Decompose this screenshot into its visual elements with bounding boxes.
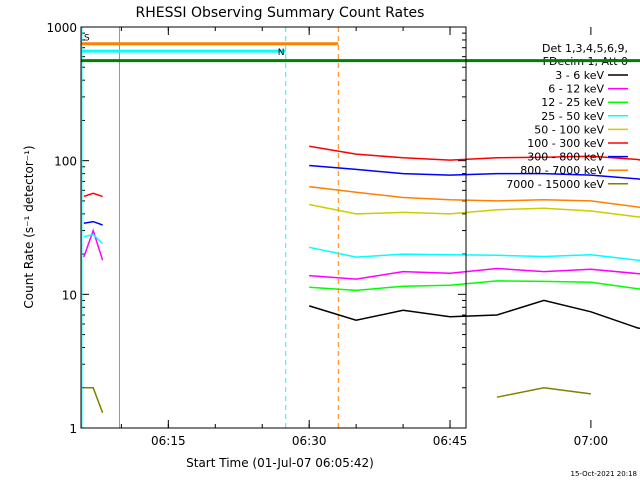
legend-label: 6 - 12 keV <box>548 83 604 96</box>
x-tick-label: 06:15 <box>151 434 186 448</box>
legend-label: 3 - 6 keV <box>555 69 604 82</box>
series-line <box>309 185 640 209</box>
series-line <box>83 192 103 198</box>
x-tick-label: 06:30 <box>292 434 327 448</box>
series-line <box>308 299 640 330</box>
series-line <box>83 233 104 245</box>
x-tick-label: 07:00 <box>574 434 609 448</box>
series-line <box>83 220 103 226</box>
level-line-label: N <box>278 48 285 58</box>
series-line <box>309 145 640 161</box>
series-line <box>309 203 640 218</box>
series-line <box>309 246 640 261</box>
legend-label: 50 - 100 keV <box>534 123 604 136</box>
y-tick-label: 10 <box>62 288 77 302</box>
legend-label: 12 - 25 keV <box>541 96 604 109</box>
chart-title: RHESSI Observing Summary Count Rates <box>136 5 425 21</box>
legend-header-line-1: Det 1,3,4,5,6,9, <box>542 42 628 55</box>
series-line <box>496 387 591 398</box>
series-line <box>309 267 640 280</box>
legend-label: 800 - 7000 keV <box>520 164 604 177</box>
series-line <box>83 387 104 414</box>
y-tick-label: 100 <box>54 155 77 169</box>
level-line-label: S <box>84 34 90 44</box>
timestamp: 15-Oct-2021 20:18 <box>571 470 637 478</box>
x-axis-label: Start Time (01-Jul-07 06:05:42) <box>186 456 374 470</box>
x-tick-label: 06:45 <box>433 434 468 448</box>
y-axis-label: Count Rate (s⁻¹ detector⁻¹) <box>22 145 36 308</box>
series-line <box>309 280 640 292</box>
plot-area: 110100100006:1506:3006:4507:0007:1507:30… <box>46 21 640 448</box>
legend-label: 7000 - 15000 keV <box>506 178 604 191</box>
legend-label: 25 - 50 keV <box>541 110 604 123</box>
y-tick-label: 1000 <box>46 21 77 35</box>
series-line <box>309 164 640 180</box>
plot-frame <box>80 26 467 429</box>
legend-label: 300 - 800 keV <box>527 151 604 164</box>
legend-label: 100 - 300 keV <box>527 137 604 150</box>
y-tick-label: 1 <box>69 422 77 436</box>
series-line <box>83 228 104 261</box>
